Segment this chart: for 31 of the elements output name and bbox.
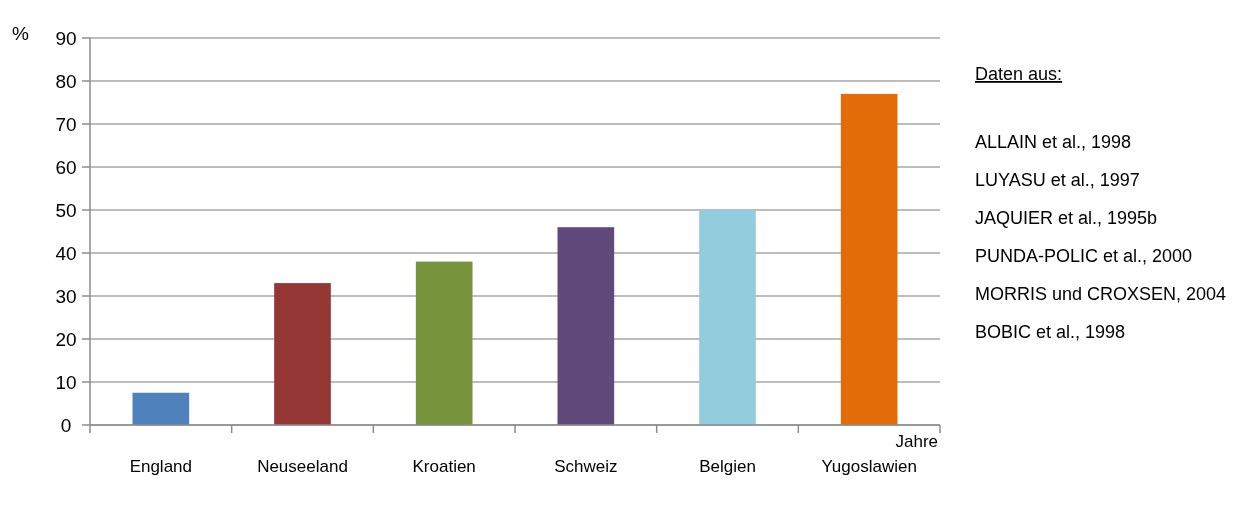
- text: ALLAIN et al., 1998: [975, 132, 1132, 152]
- x-tick-label: Neuseeland: [257, 457, 348, 476]
- y-tick-label: 20: [55, 328, 77, 350]
- bar: [699, 210, 756, 425]
- x-axis-title: Jahre: [895, 432, 938, 451]
- x-tick-label: Belgien: [699, 457, 756, 476]
- x-tick-label: Yugoslawien: [821, 457, 917, 476]
- y-tick-label: 90: [55, 27, 77, 49]
- bar: [840, 93, 898, 425]
- x-tick-label: Schweiz: [554, 457, 618, 476]
- x-tick-label: Kroatien: [412, 457, 476, 476]
- y-tick-label: 30: [55, 285, 77, 307]
- bar: [557, 227, 615, 425]
- text: PUNDA-POLIC et al., 2000: [975, 246, 1193, 266]
- bar: [415, 261, 473, 425]
- text: LUYASU et al., 1997: [975, 170, 1140, 190]
- y-tick-label: 0: [60, 414, 72, 436]
- y-tick-label: 80: [55, 70, 77, 92]
- y-axis-title: %: [12, 23, 29, 44]
- y-tick-label: 60: [55, 156, 77, 178]
- text: JAQUIER et al., 1995b: [975, 208, 1158, 228]
- text: BOBIC et al., 1998: [975, 322, 1126, 342]
- y-tick-label: 70: [55, 113, 77, 135]
- y-tick-label: 10: [55, 371, 77, 393]
- x-tick-label: England: [129, 457, 193, 476]
- y-tick-label: 50: [55, 199, 77, 221]
- bar: [274, 283, 331, 425]
- text: MORRIS und CROXSEN, 2004: [975, 284, 1227, 304]
- y-tick-label: 40: [55, 242, 77, 264]
- bar: [132, 392, 190, 425]
- text: Daten aus:: [975, 64, 1063, 84]
